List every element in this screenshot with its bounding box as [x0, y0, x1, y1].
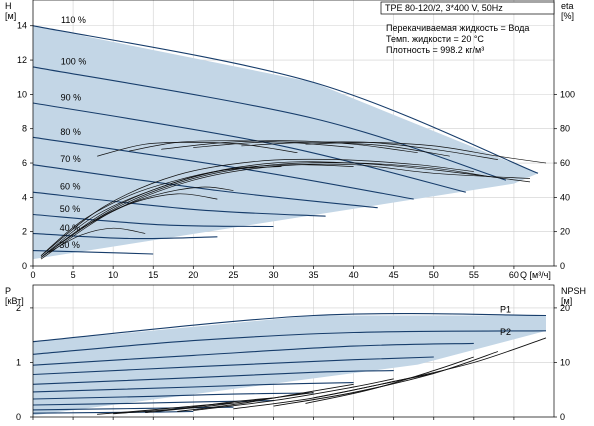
efficiency-curve — [97, 142, 298, 157]
power-curve — [32, 400, 274, 406]
x-tick-label: 0 — [30, 270, 35, 280]
y-tick-label: 2 — [22, 227, 27, 237]
npsh-curve — [145, 392, 314, 414]
y-tick-label: 6 — [22, 158, 27, 168]
y2-axis-label-unit: [%] — [561, 11, 574, 21]
speed-label: 90 % — [61, 92, 82, 102]
y-tick-label: 12 — [17, 55, 27, 65]
speed-label: 80 % — [60, 127, 81, 137]
speed-label: 40 % — [60, 223, 81, 233]
npsh-curve — [305, 356, 474, 404]
power-curve — [32, 370, 394, 385]
npsh-axis-label: NPSH — [561, 286, 586, 296]
speed-label: 60 % — [60, 182, 81, 192]
power-range-area — [33, 315, 546, 416]
x-tick-label: 20 — [188, 270, 198, 280]
efficiency-curve — [161, 140, 418, 154]
npsh-axis-label-unit: [м] — [561, 296, 572, 306]
y-tick-label: 0 — [22, 261, 27, 271]
speed-curve — [32, 164, 378, 209]
y2-tick-label: 0 — [560, 412, 565, 422]
npsh-curve — [193, 378, 394, 411]
speed-label: 100 % — [61, 56, 87, 66]
x-tick-label: 60 — [509, 270, 519, 280]
series-label-p2: P2 — [500, 327, 511, 337]
speed-curve — [32, 25, 539, 174]
model-label: TPE 80-120/2, 3*400 V, 50Hz — [385, 3, 503, 13]
y-tick-label: 2 — [16, 303, 21, 313]
x-axis-label: Q [м³/ч] — [520, 270, 551, 280]
efficiency-curve — [80, 193, 218, 229]
temp-label: Темп. жидкости = 20 °C — [386, 34, 484, 44]
efficiency-curve — [40, 158, 474, 256]
density-label: Плотность = 998.2 кг/м³ — [386, 45, 484, 55]
speed-curve — [32, 191, 326, 217]
speed-label: 50 % — [60, 204, 81, 214]
y2-axis-label: eta — [561, 1, 574, 11]
speed-curve — [32, 66, 507, 181]
speed-label: 70 % — [60, 154, 81, 164]
y2-tick-label: 0 — [560, 261, 565, 271]
y2-tick-label: 10 — [560, 357, 570, 367]
speed-label: 30 % — [59, 240, 80, 250]
y2-tick-label: 20 — [560, 303, 570, 313]
npsh-curve — [273, 351, 499, 407]
y2-tick-label: 80 — [560, 124, 570, 134]
y2-tick-label: 100 — [560, 89, 575, 99]
y2-tick-label: 40 — [560, 192, 570, 202]
model-box — [380, 1, 555, 15]
top-plot-frame — [32, 0, 555, 267]
speed-curve — [32, 232, 218, 240]
npsh-curve — [313, 337, 547, 399]
x-tick-label: 25 — [228, 270, 238, 280]
power-curve — [32, 342, 474, 366]
x-tick-label: 15 — [148, 270, 158, 280]
x-tick-label: 50 — [429, 270, 439, 280]
head-chart: 110 % 100 % 90 % 80 % 70 % 60 % 50 % 40 % 30 % 0 5… — [5, 0, 575, 280]
power-curve — [32, 330, 547, 355]
x-tick-label: 40 — [349, 270, 359, 280]
x-tick-label: 30 — [268, 270, 278, 280]
bottom-plot-frame — [32, 284, 555, 418]
y-tick-label: 8 — [22, 124, 27, 134]
x-tick-label: 10 — [108, 270, 118, 280]
efficiency-curve — [305, 142, 547, 164]
efficiency-curve — [40, 164, 354, 258]
y2-tick-label: 60 — [560, 158, 570, 168]
x-tick-label: 5 — [71, 270, 76, 280]
efficiency-curve — [48, 227, 146, 253]
y-tick-label: 0 — [16, 412, 21, 422]
npsh-curve — [97, 402, 234, 415]
efficiency-curve — [40, 166, 282, 256]
speed-label: 110 % — [61, 15, 86, 25]
y-axis-label-unit: [м] — [5, 11, 16, 21]
y-tick-label: 4 — [22, 192, 27, 202]
liquid-label: Перекачиваемая жидкость = Вода — [386, 23, 529, 33]
efficiency-curve — [40, 161, 531, 258]
y-tick-label: 10 — [17, 89, 27, 99]
series-label-p1: P1 — [500, 305, 511, 315]
x-tick-label: 45 — [389, 270, 399, 280]
y-tick-label: 14 — [17, 21, 27, 31]
y-axis-label: H — [5, 1, 12, 11]
y2-tick-label: 20 — [560, 227, 570, 237]
p-axis-label-unit: [кВт] — [5, 296, 24, 306]
power-curve — [32, 313, 547, 343]
efficiency-curve — [56, 186, 234, 246]
y-tick-label: 1 — [16, 357, 21, 367]
p-axis-label: P — [5, 286, 11, 296]
x-tick-label: 55 — [469, 270, 479, 280]
x-tick-label: 35 — [309, 270, 319, 280]
power-curve — [32, 392, 314, 400]
speed-curve — [32, 136, 414, 200]
power-curve — [32, 382, 354, 393]
power-curve — [32, 356, 434, 376]
speed-curve — [32, 213, 274, 228]
